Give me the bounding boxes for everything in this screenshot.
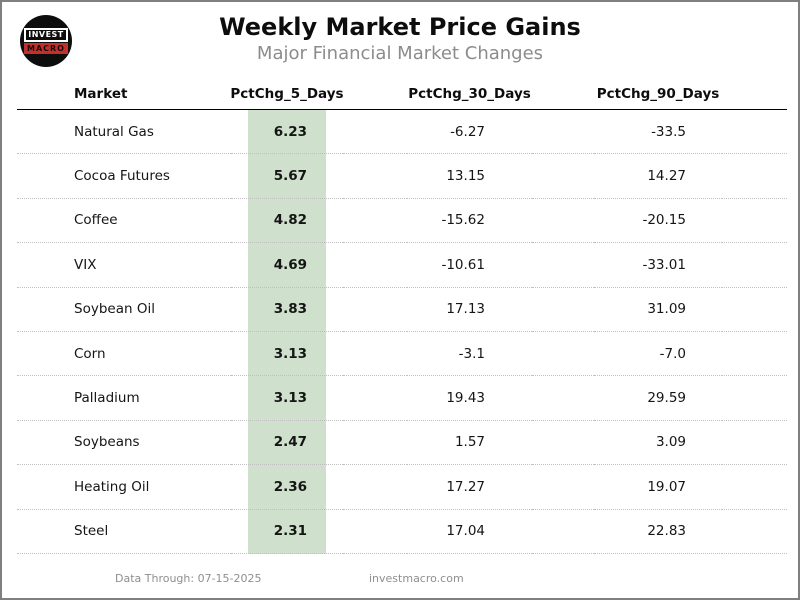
cell-spacer — [722, 421, 787, 466]
cell-market-name: Palladium — [17, 376, 231, 421]
cell-pctchg-90-days: 29.59 — [594, 376, 722, 421]
cell-spacer — [343, 465, 407, 510]
table-row: Heating Oil 2.36 17.27 19.07 — [17, 465, 787, 510]
table-row: Palladium 3.13 19.43 29.59 — [17, 376, 787, 421]
cell-spacer — [722, 332, 787, 377]
table-row: Soybeans 2.47 1.57 3.09 — [17, 420, 787, 466]
title-block: Weekly Market Price Gains Major Financia… — [2, 13, 798, 65]
cell-spacer — [343, 243, 407, 288]
cell-market-name: Natural Gas — [17, 110, 231, 155]
cell-pctchg-30-days: 17.04 — [407, 510, 532, 554]
cell-pctchg-5-days-highlighted: 2.31 — [231, 509, 343, 554]
cell-pctchg-30-days: 19.43 — [407, 376, 532, 421]
cell-spacer — [532, 154, 594, 199]
cell-spacer — [343, 199, 407, 244]
table-row: Steel 2.31 17.04 22.83 — [17, 509, 787, 554]
cell-spacer — [722, 376, 787, 421]
cell-spacer — [343, 110, 407, 155]
cell-spacer — [343, 510, 407, 554]
cell-pctchg-90-days: -7.0 — [594, 332, 722, 377]
cell-pctchg-30-days: -10.61 — [407, 243, 532, 288]
page-subtitle: Major Financial Market Changes — [256, 43, 544, 64]
cell-spacer — [722, 154, 787, 199]
table-row: Soybean Oil 3.83 17.13 31.09 — [17, 287, 787, 332]
cell-pctchg-30-days: -6.27 — [407, 110, 532, 155]
cell-pctchg-90-days: 14.27 — [594, 154, 722, 199]
cell-pctchg-5-days-highlighted: 2.36 — [231, 465, 343, 510]
logo-invest-label: INVEST — [24, 28, 68, 42]
cell-spacer — [532, 510, 594, 554]
cell-spacer — [532, 421, 594, 466]
cell-pctchg-5-days-highlighted: 2.47 — [231, 420, 343, 466]
cell-pctchg-30-days: -3.1 — [407, 332, 532, 377]
cell-pctchg-30-days: 17.13 — [407, 288, 532, 332]
cell-market-name: Corn — [17, 332, 231, 377]
header-spacer — [532, 102, 594, 109]
cell-spacer — [343, 421, 407, 466]
cell-pctchg-5-days-highlighted: 4.69 — [231, 243, 343, 288]
table-body: Natural Gas 6.23 -6.27 -33.5 Cocoa Futur… — [17, 110, 787, 554]
cell-pctchg-90-days: 19.07 — [594, 465, 722, 510]
cell-spacer — [532, 332, 594, 377]
logo-macro-label: MACRO — [24, 43, 68, 54]
cell-spacer — [532, 110, 594, 155]
table-header-row: Market PctChg_5_Days PctChg_30_Days PctC… — [17, 77, 787, 110]
header-spacer — [343, 102, 407, 109]
cell-pctchg-90-days: -33.01 — [594, 243, 722, 288]
column-header-market: Market — [74, 86, 128, 102]
cell-pctchg-5-days-highlighted: 4.82 — [231, 198, 343, 244]
cell-spacer — [722, 510, 787, 554]
cell-spacer — [532, 288, 594, 332]
market-table: Market PctChg_5_Days PctChg_30_Days PctC… — [17, 77, 787, 554]
cell-market-name: Soybeans — [17, 421, 231, 466]
cell-spacer — [722, 199, 787, 244]
cell-pctchg-5-days-highlighted: 6.23 — [231, 110, 343, 155]
cell-pctchg-90-days: 3.09 — [594, 421, 722, 466]
cell-spacer — [722, 110, 787, 155]
cell-spacer — [722, 288, 787, 332]
investmacro-logo: INVEST MACRO — [20, 15, 72, 67]
cell-pctchg-5-days-highlighted: 3.13 — [231, 376, 343, 421]
cell-spacer — [722, 243, 787, 288]
table-row: Coffee 4.82 -15.62 -20.15 — [17, 198, 787, 244]
cell-spacer — [532, 243, 594, 288]
cell-pctchg-30-days: 17.27 — [407, 465, 532, 510]
cell-pctchg-5-days-highlighted: 5.67 — [231, 154, 343, 199]
cell-pctchg-90-days: 22.83 — [594, 510, 722, 554]
cell-market-name: Cocoa Futures — [17, 154, 231, 199]
cell-spacer — [532, 199, 594, 244]
column-header-pctchg-30-days: PctChg_30_Days — [408, 86, 531, 102]
cell-market-name: Steel — [17, 510, 231, 554]
cell-market-name: Coffee — [17, 199, 231, 244]
cell-pctchg-90-days: -33.5 — [594, 110, 722, 155]
column-header-pctchg-90-days: PctChg_90_Days — [596, 86, 720, 102]
cell-spacer — [343, 154, 407, 199]
cell-pctchg-30-days: 13.15 — [407, 154, 532, 199]
cell-pctchg-5-days-highlighted: 3.83 — [231, 287, 343, 332]
cell-pctchg-5-days-highlighted: 3.13 — [231, 331, 343, 377]
cell-pctchg-30-days: -15.62 — [407, 199, 532, 244]
cell-spacer — [722, 465, 787, 510]
cell-spacer — [532, 376, 594, 421]
cell-market-name: Heating Oil — [17, 465, 231, 510]
cell-pctchg-90-days: 31.09 — [594, 288, 722, 332]
cell-spacer — [343, 376, 407, 421]
table-row: Natural Gas 6.23 -6.27 -33.5 — [17, 110, 787, 155]
data-through-note: Data Through: 07-15-2025 — [115, 572, 262, 585]
cell-spacer — [343, 332, 407, 377]
column-header-pctchg-5-days: PctChg_5_Days — [230, 86, 344, 102]
table-row: Corn 3.13 -3.1 -7.0 — [17, 331, 787, 377]
cell-spacer — [343, 288, 407, 332]
cell-spacer — [532, 465, 594, 510]
cell-pctchg-30-days: 1.57 — [407, 421, 532, 466]
table-row: VIX 4.69 -10.61 -33.01 — [17, 243, 787, 288]
cell-pctchg-90-days: -20.15 — [594, 199, 722, 244]
cell-market-name: VIX — [17, 243, 231, 288]
cell-market-name: Soybean Oil — [17, 288, 231, 332]
page-title: Weekly Market Price Gains — [219, 13, 581, 41]
table-row: Cocoa Futures 5.67 13.15 14.27 — [17, 154, 787, 199]
header-spacer — [722, 102, 787, 109]
website-label: investmacro.com — [369, 572, 464, 585]
